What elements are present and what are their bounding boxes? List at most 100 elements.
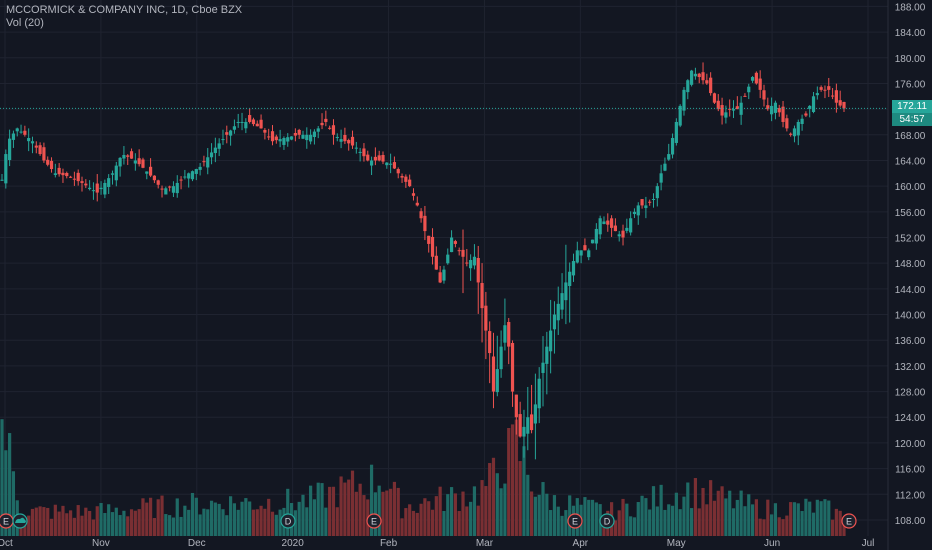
event-marker-letter: D — [285, 517, 292, 527]
volume-bar — [23, 518, 27, 536]
volume-bar — [42, 507, 46, 536]
volume-indicator-label[interactable]: Vol (20) — [6, 17, 44, 29]
earnings-marker[interactable]: E — [366, 513, 382, 529]
price-tick-label: 152.00 — [895, 234, 926, 245]
volume-bar — [438, 486, 442, 536]
volume-bar — [389, 488, 393, 536]
candle-down — [202, 161, 206, 163]
dividend-marker[interactable]: D — [280, 513, 296, 529]
candle-up — [556, 303, 560, 321]
volume-bar — [476, 505, 480, 536]
candle-down — [152, 175, 156, 181]
candle-down — [827, 86, 831, 90]
volume-bar — [434, 496, 438, 536]
volume-bar — [461, 491, 465, 536]
volume-bar — [453, 493, 457, 536]
volume-bar — [38, 506, 42, 536]
candle-down — [72, 178, 76, 180]
volume-bar — [347, 479, 351, 536]
candle-up — [385, 162, 389, 166]
symbol-title[interactable]: MCCORMICK & COMPANY INC, 1D, Cboe BZX — [6, 4, 243, 16]
volume-bar — [644, 498, 648, 536]
volume-bar — [57, 511, 61, 536]
volume-bar — [808, 501, 812, 536]
volume-bar — [701, 487, 705, 536]
volume-bar — [655, 506, 659, 536]
candle-down — [785, 118, 789, 129]
candle-up — [651, 198, 656, 200]
price-tick-label: 128.00 — [895, 388, 926, 399]
candle-down — [758, 78, 762, 90]
candle-down — [613, 225, 618, 232]
volume-bar — [522, 446, 526, 536]
candle-up — [678, 105, 682, 126]
volume-bar — [251, 509, 256, 536]
candle-down — [419, 211, 423, 219]
volume-bar — [518, 461, 522, 536]
candle-up — [815, 93, 819, 96]
time-tick-label: Jun — [764, 538, 780, 549]
volume-bar — [278, 509, 282, 536]
candle-up — [122, 154, 126, 159]
event-marker-letter: D — [604, 517, 611, 527]
volume-bar — [758, 518, 762, 536]
candle-up — [114, 165, 118, 181]
dividend-marker[interactable]: D — [599, 513, 615, 529]
volume-bar — [68, 510, 73, 536]
volume-bar — [164, 514, 168, 536]
price-axis-background — [888, 0, 932, 550]
volume-bar — [777, 517, 781, 536]
candle-up — [632, 211, 637, 215]
earnings-marker[interactable]: E — [567, 513, 583, 529]
candle-up — [232, 126, 237, 130]
earnings-marker[interactable]: E — [841, 513, 857, 529]
candle-up — [316, 128, 320, 132]
volume-bar — [179, 516, 183, 536]
candle-up — [594, 228, 598, 244]
candle-up — [213, 147, 217, 154]
volume-bar — [194, 497, 198, 536]
candle-up — [724, 112, 728, 118]
time-tick-label: Feb — [380, 538, 398, 549]
price-tick-label: 120.00 — [895, 439, 926, 450]
candle-down — [743, 95, 747, 97]
volume-bar — [286, 488, 290, 536]
candle-up — [53, 173, 57, 175]
volume-bar — [682, 496, 686, 536]
volume-bar — [686, 482, 690, 536]
volume-bar — [743, 506, 747, 536]
candle-down — [838, 100, 842, 106]
candle-up — [526, 417, 530, 434]
split-marker[interactable] — [12, 513, 28, 529]
volume-bar — [95, 506, 99, 536]
candle-up — [27, 138, 31, 142]
time-tick-label: Apr — [573, 538, 589, 549]
candle-up — [472, 256, 477, 266]
volume-bar — [225, 515, 229, 536]
candle-down — [343, 134, 347, 142]
volume-bar — [46, 507, 50, 536]
candle-down — [510, 343, 515, 392]
volume-bar — [175, 498, 179, 536]
candle-down — [76, 172, 80, 182]
candle-down — [400, 176, 404, 178]
volume-bar — [129, 509, 134, 536]
price-tick-label: 180.00 — [895, 54, 926, 65]
volume-bar — [442, 510, 446, 536]
volume-bar — [217, 503, 221, 536]
earnings-marker[interactable]: E — [0, 513, 14, 529]
candle-up — [339, 139, 343, 142]
price-tick-label: 136.00 — [895, 336, 926, 347]
volume-bar — [8, 433, 12, 536]
candle-down — [57, 167, 61, 175]
volume-bar — [392, 481, 397, 536]
candle-down — [453, 241, 457, 244]
candle-down — [434, 255, 438, 270]
volume-bar — [838, 510, 842, 536]
volume-bar — [670, 505, 675, 536]
price-tick-label: 168.00 — [895, 131, 926, 142]
volume-bar — [636, 502, 640, 536]
volume-bar — [183, 505, 187, 536]
